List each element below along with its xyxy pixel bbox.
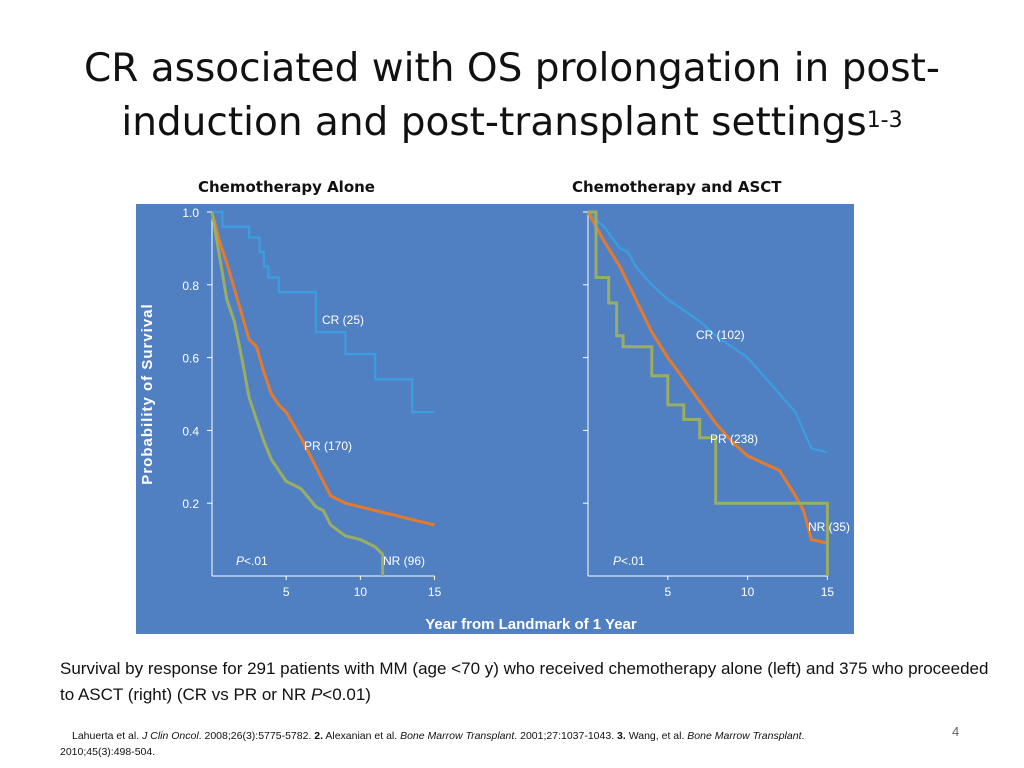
left-x-tick-label: 10 xyxy=(354,585,368,599)
y-axis-title: Probability of Survival xyxy=(139,303,156,484)
ref2-details: . 2001;27:1037-1043. xyxy=(514,730,618,742)
caption-p-italic: P xyxy=(310,685,323,704)
ref3-authors: Wang, et al. xyxy=(625,730,688,742)
references-line-1: Lahuerta et al. J Clin Oncol. 2008;26(3)… xyxy=(60,728,940,744)
references-line-2: 2010;45(3):498-504. xyxy=(60,746,156,758)
ref1-details: . 2008;26(3):5775-5782. xyxy=(198,730,315,742)
right-series-nr-label: NR (35) xyxy=(808,520,850,534)
right-series-pr-line xyxy=(586,211,828,545)
ref3-number: 3. xyxy=(617,730,626,742)
ref1-authors: Lahuerta et al. xyxy=(72,730,143,742)
right-x-tick-label: 10 xyxy=(741,585,755,599)
survival-chart-svg: 1.0 0.8 0.6 0.4 0.2 5 10 15 CR (25) PR (170) NR (9… xyxy=(139,206,850,633)
left-series-cr-line xyxy=(212,210,435,414)
ref3-journal: Bone Marrow Transplant xyxy=(687,730,802,742)
page-number: 4 xyxy=(952,724,960,739)
left-panel-title: Chemotherapy Alone xyxy=(198,178,375,196)
y-tick-label: 0.8 xyxy=(182,279,199,293)
left-x-tick-label: 5 xyxy=(283,585,290,599)
right-series-cr-line xyxy=(587,211,828,454)
left-series-nr-label: NR (96) xyxy=(383,554,425,568)
figure-caption: Survival by response for 291 patients wi… xyxy=(60,656,990,708)
slide-title: CR associated with OS prolongation in po… xyxy=(40,42,984,150)
ref2-journal: Bone Marrow Transplant xyxy=(400,730,515,742)
right-x-tick-label: 5 xyxy=(664,585,671,599)
x-axis-title: Year from Landmark of 1 Year xyxy=(425,616,637,633)
caption-text-a: Survival by response for 291 patients wi… xyxy=(60,659,989,704)
left-series-pr-label: PR (170) xyxy=(304,439,352,453)
survival-chart-figure: 1.0 0.8 0.6 0.4 0.2 5 10 15 CR (25) PR (170) NR (9… xyxy=(136,204,854,634)
ref3-details: . xyxy=(801,730,805,742)
caption-text-b: <0.01) xyxy=(322,685,371,704)
references: Lahuerta et al. J Clin Oncol. 2008;26(3)… xyxy=(60,728,940,760)
y-tick-label: 1.0 xyxy=(182,206,199,220)
title-superscript: 1-3 xyxy=(866,108,903,133)
y-tick-label: 0.2 xyxy=(182,497,199,511)
left-series-nr-line xyxy=(210,211,385,576)
left-series-cr-label: CR (25) xyxy=(322,313,364,327)
slide-title-text: CR associated with OS prolongation in po… xyxy=(84,46,940,145)
ref2-number: 2. xyxy=(314,730,324,742)
ref2-authors: Alexanian et al. xyxy=(323,730,401,742)
left-pvalue-label: P<.01 xyxy=(236,554,268,568)
right-series-pr-label: PR (238) xyxy=(710,432,758,446)
y-tick-label: 0.4 xyxy=(182,424,199,438)
right-panel-title: Chemotherapy and ASCT xyxy=(572,178,782,196)
y-tick-label: 0.6 xyxy=(182,352,199,366)
right-x-tick-label: 15 xyxy=(821,585,835,599)
left-series-pr-line xyxy=(210,211,435,527)
left-x-tick-label: 15 xyxy=(428,585,442,599)
right-pvalue-label: P<.01 xyxy=(613,554,645,568)
right-series-cr-label: CR (102) xyxy=(696,328,745,342)
ref1-journal: J Clin Oncol xyxy=(142,730,199,742)
right-series-nr-line xyxy=(588,210,829,576)
